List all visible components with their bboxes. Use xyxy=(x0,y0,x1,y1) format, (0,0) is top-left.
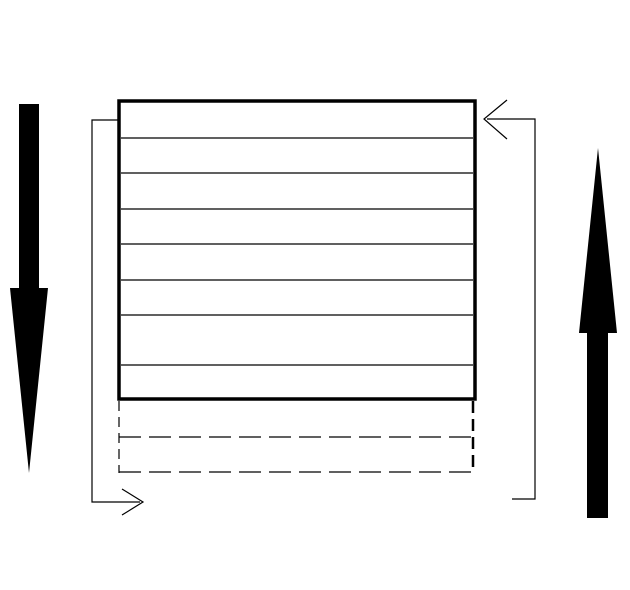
stack-box xyxy=(117,99,477,401)
right-cycle-bracket xyxy=(483,99,536,500)
solid-row-lines xyxy=(121,137,473,366)
up-arrow-icon xyxy=(579,148,617,518)
dashed-row-lines xyxy=(119,436,473,473)
dashed-extension xyxy=(118,401,475,473)
left-cycle-bracket xyxy=(91,119,145,516)
down-arrow-icon xyxy=(10,104,48,473)
